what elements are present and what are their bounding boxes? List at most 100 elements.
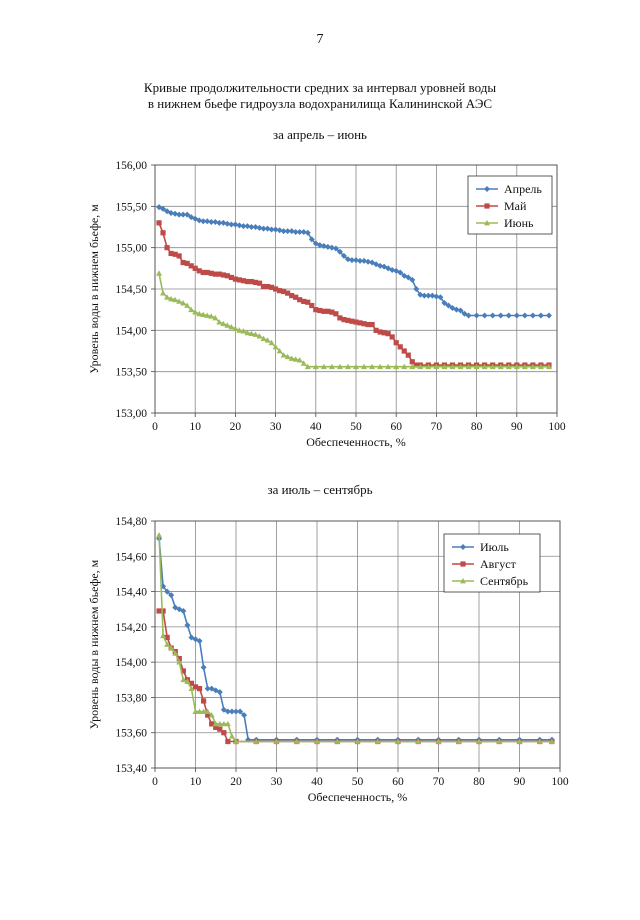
- data-point: [233, 738, 239, 744]
- data-point: [184, 678, 191, 684]
- data-point: [200, 664, 207, 671]
- data-point: [256, 224, 263, 231]
- data-point: [204, 312, 211, 318]
- data-point: [196, 708, 203, 714]
- x-tick-label: 10: [190, 776, 202, 788]
- data-point: [188, 680, 195, 686]
- data-point: [168, 209, 175, 216]
- data-point: [312, 363, 319, 370]
- data-point: [308, 236, 315, 243]
- data-point: [204, 269, 210, 276]
- data-point: [268, 284, 275, 290]
- data-point: [457, 363, 464, 370]
- data-point: [437, 294, 444, 301]
- data-point: [244, 329, 251, 336]
- data-point: [232, 276, 238, 282]
- legend-label: Июнь: [504, 216, 534, 230]
- data-point: [236, 222, 243, 229]
- data-point: [228, 324, 235, 330]
- series-line: [159, 610, 552, 743]
- data-point: [172, 604, 179, 611]
- data-point: [453, 306, 460, 313]
- data-point: [537, 363, 544, 370]
- data-point: [536, 738, 543, 744]
- legend-marker: [484, 220, 490, 226]
- data-point: [481, 312, 488, 319]
- data-point: [212, 314, 219, 321]
- x-tick-label: 10: [189, 421, 201, 433]
- x-axis-title: Обеспеченность, %: [308, 790, 408, 804]
- data-point: [409, 363, 416, 370]
- data-point: [253, 738, 260, 744]
- series-3: [156, 270, 552, 370]
- data-point: [435, 738, 442, 744]
- data-point: [309, 302, 315, 309]
- data-point: [513, 312, 520, 319]
- data-point: [405, 274, 412, 281]
- data-point: [281, 288, 287, 295]
- legend: Июль Август Сентябрь: [443, 533, 541, 593]
- data-point: [260, 335, 267, 341]
- data-point: [332, 245, 339, 252]
- chart-2-title: за июль – сентябрь: [267, 482, 373, 497]
- data-point: [248, 330, 255, 337]
- data-point: [373, 261, 380, 268]
- data-point: [292, 356, 299, 362]
- data-point: [300, 228, 307, 235]
- data-point: [224, 720, 231, 727]
- data-point: [244, 223, 251, 230]
- data-point: [354, 738, 361, 744]
- data-point: [516, 738, 523, 744]
- data-point: [377, 262, 384, 269]
- data-point: [465, 363, 472, 370]
- data-point: [548, 738, 555, 744]
- data-point: [164, 634, 170, 641]
- data-point: [401, 363, 408, 370]
- data-point: [200, 218, 207, 225]
- data-point: [288, 228, 295, 235]
- data-point: [280, 228, 287, 235]
- data-point: [369, 363, 376, 370]
- data-point: [489, 312, 496, 319]
- data-point: [433, 293, 440, 300]
- data-point: [204, 218, 211, 225]
- legend: Апрель Май Июнь: [467, 175, 553, 235]
- data-point: [374, 738, 381, 744]
- data-point: [385, 331, 391, 337]
- data-point: [445, 302, 452, 309]
- data-point: [192, 309, 199, 315]
- data-point: [172, 650, 179, 656]
- data-point: [377, 363, 384, 370]
- data-point: [200, 708, 207, 714]
- data-point: [156, 270, 163, 276]
- data-point: [324, 243, 331, 250]
- data-point: [224, 220, 231, 227]
- legend-label: Сентябрь: [480, 574, 529, 588]
- data-point: [361, 321, 367, 327]
- data-point: [213, 724, 219, 731]
- data-point: [409, 359, 415, 365]
- data-point: [192, 636, 199, 643]
- data-point: [272, 226, 279, 233]
- data-point: [188, 685, 195, 692]
- data-point: [341, 316, 347, 323]
- data-point: [180, 300, 187, 306]
- data-point: [256, 280, 263, 286]
- data-point: [176, 659, 183, 665]
- data-point: [336, 248, 343, 255]
- data-point: [441, 363, 448, 370]
- x-tick-label: 100: [551, 776, 569, 788]
- title-line-1: Кривые продолжительности средних за инте…: [143, 80, 497, 95]
- data-point: [301, 298, 307, 304]
- legend-marker: [460, 544, 466, 550]
- data-point: [497, 363, 504, 370]
- data-point: [385, 363, 392, 370]
- x-tick-label: 20: [230, 421, 242, 433]
- data-point: [228, 733, 235, 739]
- x-tick-label: 50: [350, 421, 362, 433]
- data-point: [395, 738, 401, 744]
- data-point: [389, 334, 395, 340]
- series-2: [156, 220, 552, 368]
- y-tick-label: 156,00: [115, 160, 147, 172]
- data-point: [256, 333, 263, 339]
